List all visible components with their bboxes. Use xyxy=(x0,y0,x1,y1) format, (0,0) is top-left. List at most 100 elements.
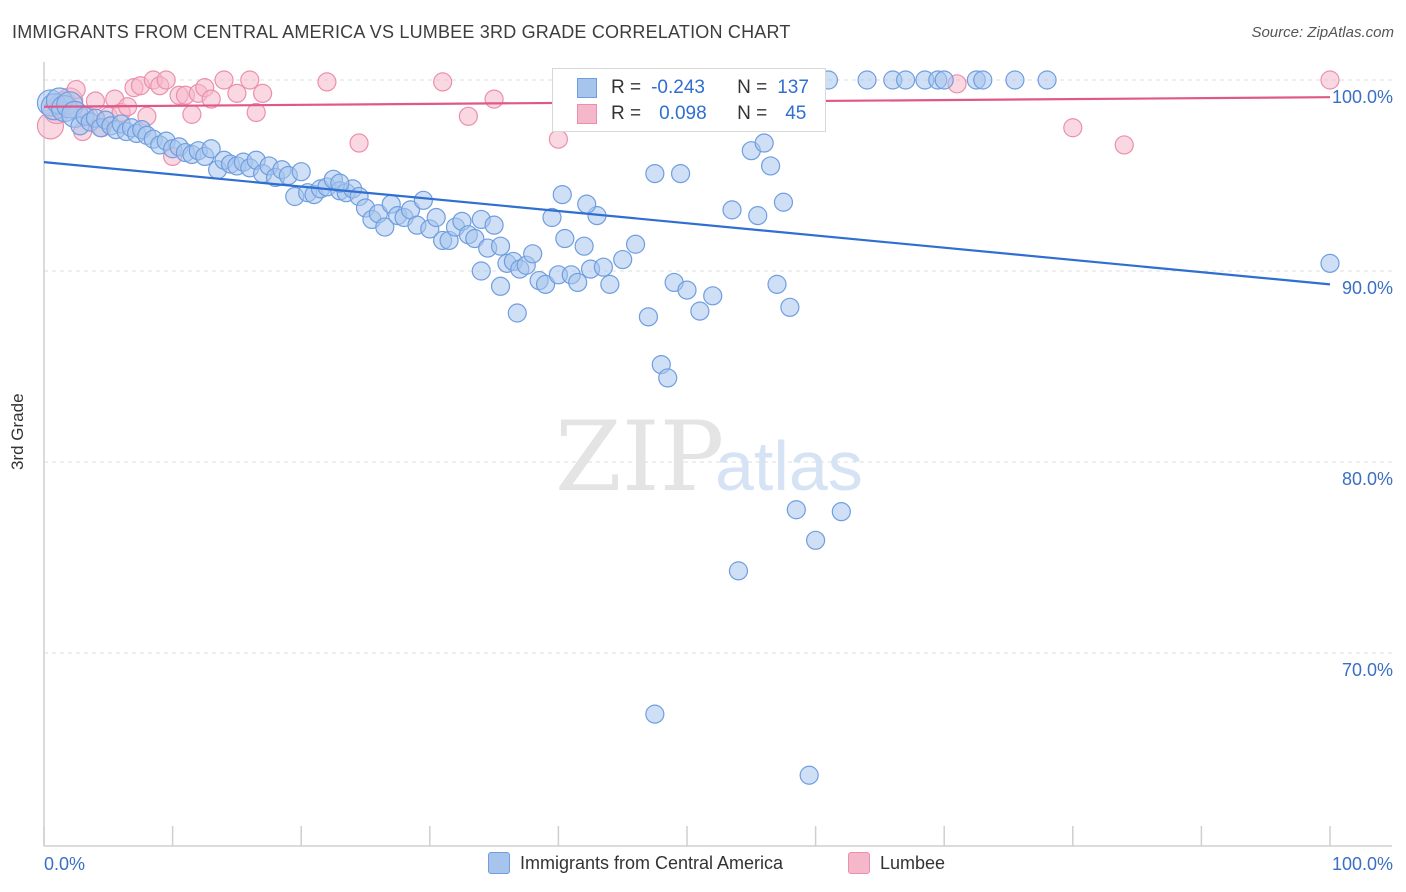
watermark: ZIP atlas xyxy=(555,401,863,513)
y-tick-label: 100.0% xyxy=(1332,87,1393,107)
point-lumbee xyxy=(240,70,260,90)
point-central-america xyxy=(896,70,916,90)
point-central-america xyxy=(690,301,710,321)
point-central-america xyxy=(645,163,665,184)
point-central-america xyxy=(754,133,774,153)
legend-label: Immigrants from Central America xyxy=(520,852,784,873)
point-lumbee xyxy=(1114,135,1134,155)
stats-n-label: N = xyxy=(737,77,768,98)
point-central-america xyxy=(535,274,556,294)
point-lumbee xyxy=(227,83,247,103)
point-lumbee xyxy=(253,83,273,103)
point-central-america xyxy=(291,162,311,182)
axes xyxy=(43,62,1392,847)
series-central-america-points xyxy=(36,70,1340,785)
point-central-america xyxy=(658,368,678,388)
point-central-america xyxy=(625,234,646,254)
legend-swatch-pink xyxy=(848,852,870,874)
point-central-america xyxy=(773,192,794,212)
point-central-america xyxy=(577,194,597,214)
point-central-america xyxy=(490,236,511,256)
point-central-america xyxy=(722,200,742,220)
point-central-america xyxy=(201,139,221,159)
point-central-america xyxy=(780,297,800,317)
point-lumbee xyxy=(156,70,176,90)
watermark-atlas: atlas xyxy=(715,427,863,505)
point-central-america xyxy=(645,704,665,724)
stats-swatch-pink xyxy=(577,104,597,124)
point-central-america xyxy=(857,70,877,90)
legend-item-central-america: Immigrants from Central America xyxy=(488,852,783,874)
x-tick-label: 0.0% xyxy=(44,854,85,874)
point-central-america xyxy=(490,276,511,296)
point-central-america xyxy=(593,257,614,277)
trend-line-central-america xyxy=(43,161,1331,286)
point-central-america xyxy=(748,206,768,226)
point-central-america xyxy=(638,307,659,327)
point-central-america xyxy=(677,280,697,300)
point-central-america xyxy=(760,156,781,176)
point-central-america xyxy=(728,561,749,581)
source-label: Source: ZipAtlas.com xyxy=(1251,24,1394,41)
point-central-america xyxy=(600,274,620,294)
stats-r-label: R = xyxy=(611,103,642,124)
point-lumbee xyxy=(433,72,453,92)
point-lumbee xyxy=(458,106,478,126)
point-central-america xyxy=(471,261,491,281)
stats-legend-box: R = -0.243 N = 137 R = 0.098 N = 45 xyxy=(552,68,826,132)
point-central-america xyxy=(552,185,572,205)
y-tick-label: 90.0% xyxy=(1342,278,1393,298)
point-central-america xyxy=(831,502,851,522)
point-lumbee xyxy=(246,102,266,123)
stats-row-pink: R = 0.098 N = 45 xyxy=(577,103,806,125)
point-lumbee xyxy=(349,133,369,153)
watermark-zip: ZIP xyxy=(555,401,724,513)
grid-lines xyxy=(44,79,1392,654)
point-central-america xyxy=(786,500,806,520)
point-central-america xyxy=(934,70,954,90)
point-lumbee xyxy=(1320,70,1340,90)
legend-item-lumbee: Lumbee xyxy=(848,852,945,874)
point-lumbee xyxy=(214,70,234,90)
point-lumbee xyxy=(548,129,569,149)
point-central-america xyxy=(426,207,446,228)
point-lumbee xyxy=(182,104,202,124)
stats-swatch-blue xyxy=(577,78,597,98)
point-central-america xyxy=(767,274,787,294)
stats-n-value: 45 xyxy=(785,103,807,124)
point-central-america xyxy=(1320,253,1340,273)
point-central-america xyxy=(568,272,588,293)
point-central-america xyxy=(413,190,433,210)
stats-n-value: 137 xyxy=(777,77,809,98)
stats-r-value: 0.098 xyxy=(659,103,707,124)
point-central-america xyxy=(1037,70,1057,90)
x-tick-label: 100.0% xyxy=(1332,854,1393,874)
point-central-america xyxy=(1005,70,1025,90)
point-lumbee xyxy=(484,89,504,109)
point-lumbee xyxy=(201,89,221,109)
legend-label: Lumbee xyxy=(880,852,946,873)
point-central-america xyxy=(973,70,993,90)
y-axis-label: 3rd Grade xyxy=(8,393,27,470)
point-lumbee xyxy=(317,72,337,92)
stats-n-label: N = xyxy=(737,103,768,124)
point-lumbee xyxy=(1063,118,1083,138)
point-central-america xyxy=(375,217,395,237)
point-central-america xyxy=(555,228,575,249)
point-central-america xyxy=(799,765,819,785)
point-central-america xyxy=(703,286,723,306)
point-central-america xyxy=(465,228,485,249)
x-tick-labels: 0.0% 100.0% xyxy=(44,854,1393,874)
y-tick-label: 70.0% xyxy=(1342,660,1393,680)
point-central-america xyxy=(507,303,527,323)
point-central-america xyxy=(484,215,504,235)
stats-r-value: -0.243 xyxy=(651,77,705,98)
point-central-america xyxy=(670,163,691,184)
chart-title: IMMIGRANTS FROM CENTRAL AMERICA VS LUMBE… xyxy=(12,22,791,42)
legend-swatch-blue xyxy=(488,852,510,874)
stats-r-label: R = xyxy=(611,77,642,98)
y-tick-labels: 70.0% 80.0% 90.0% 100.0% xyxy=(1332,87,1393,680)
point-central-america xyxy=(613,249,633,270)
point-central-america xyxy=(805,530,826,550)
stats-row-blue: R = -0.243 N = 137 xyxy=(577,77,809,99)
